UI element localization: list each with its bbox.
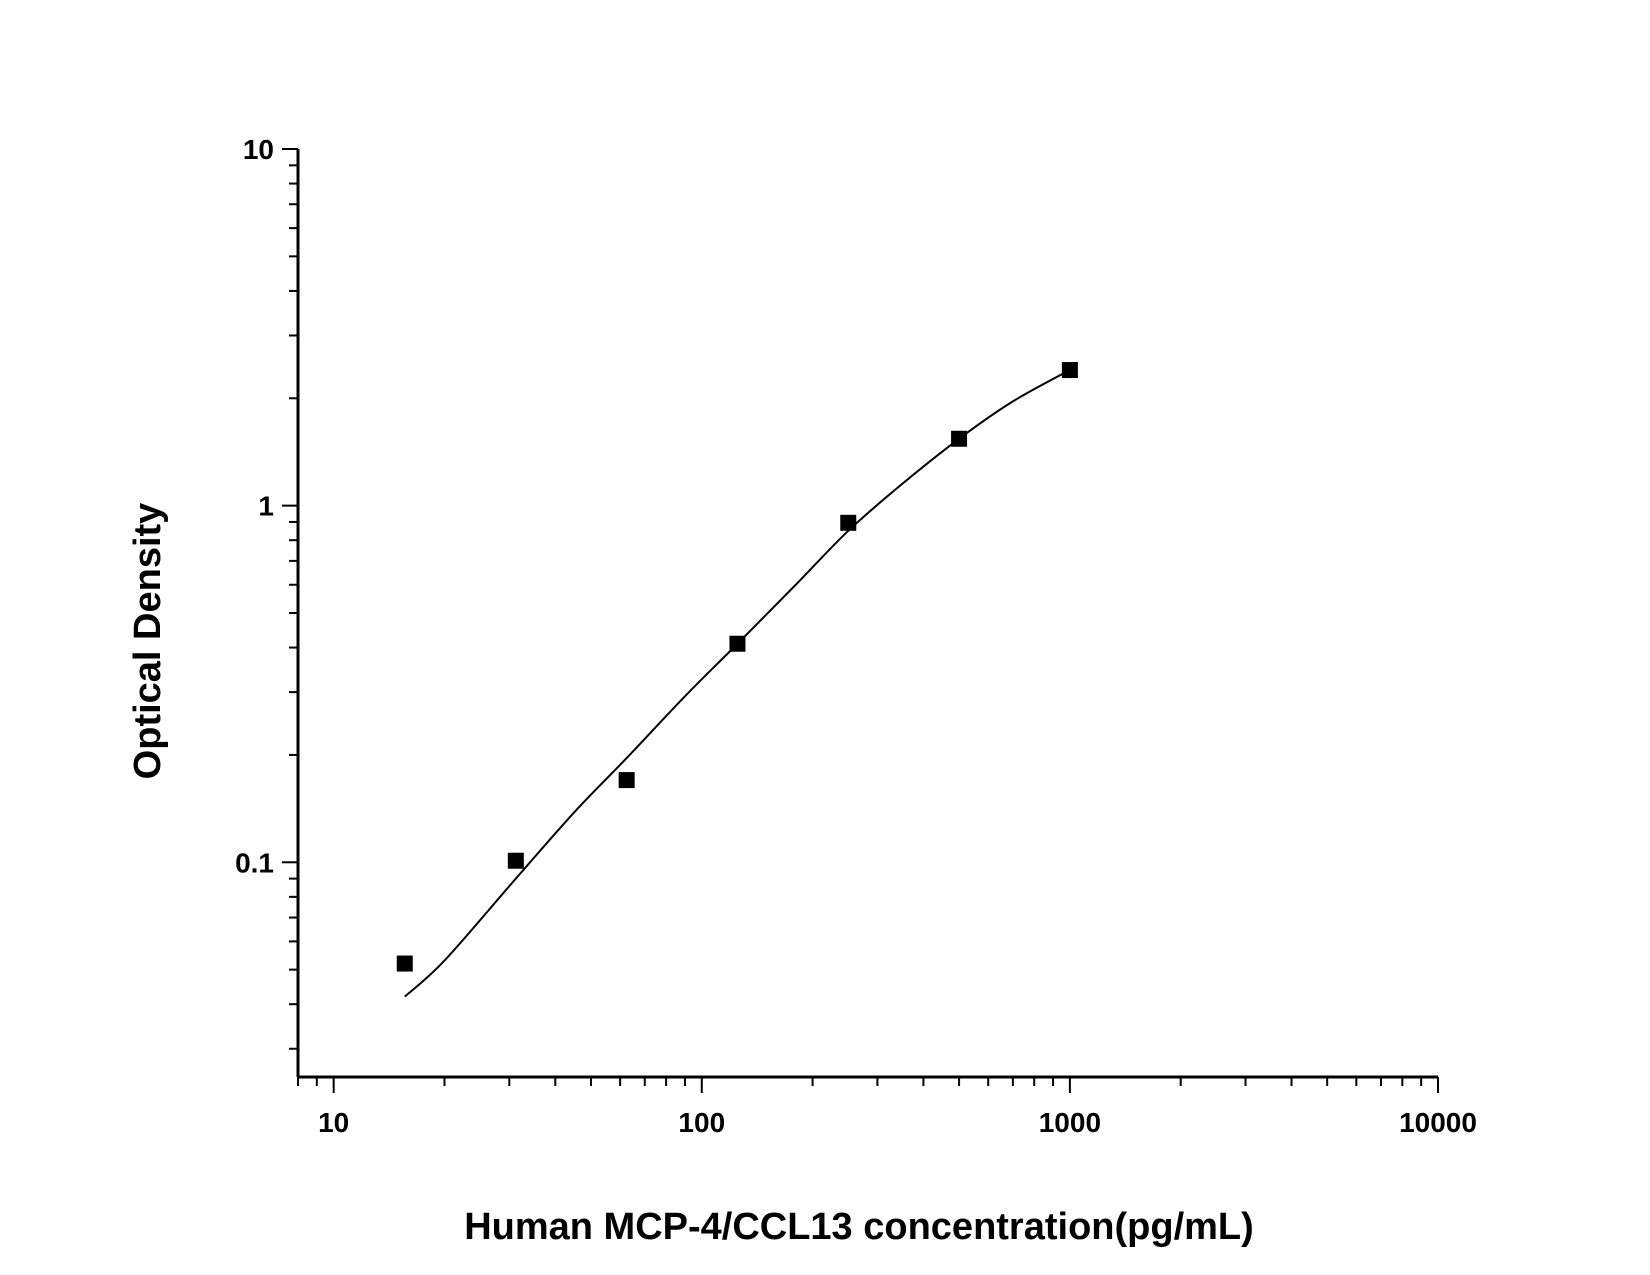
data-points	[396, 362, 1078, 972]
y-axis-title: Optical Density	[127, 503, 169, 780]
data-point	[1061, 362, 1078, 379]
x-tick-label: 10	[318, 1107, 349, 1138]
data-point	[951, 430, 968, 447]
x-tick-label: 1000	[1039, 1107, 1101, 1138]
y-axis: 0.1 1 10	[235, 134, 298, 1050]
y-tick-label: 1	[258, 491, 274, 522]
x-tick-label: 10000	[1399, 1107, 1477, 1138]
fit-curve	[404, 369, 1071, 998]
data-point	[729, 635, 746, 652]
data-point	[507, 852, 524, 869]
plot-frame	[296, 149, 1438, 1079]
x-axis: 10 100 1000 10000	[297, 1077, 1477, 1138]
y-tick-label: 10	[243, 134, 274, 165]
data-point	[396, 955, 413, 972]
data-point	[840, 514, 857, 531]
data-point	[618, 772, 635, 789]
x-tick-label: 100	[678, 1107, 725, 1138]
x-axis-title: Human MCP-4/CCL13 concentration(pg/mL)	[464, 1206, 1254, 1248]
fit-curve-line	[404, 369, 1071, 998]
y-tick-label: 0.1	[235, 847, 274, 878]
